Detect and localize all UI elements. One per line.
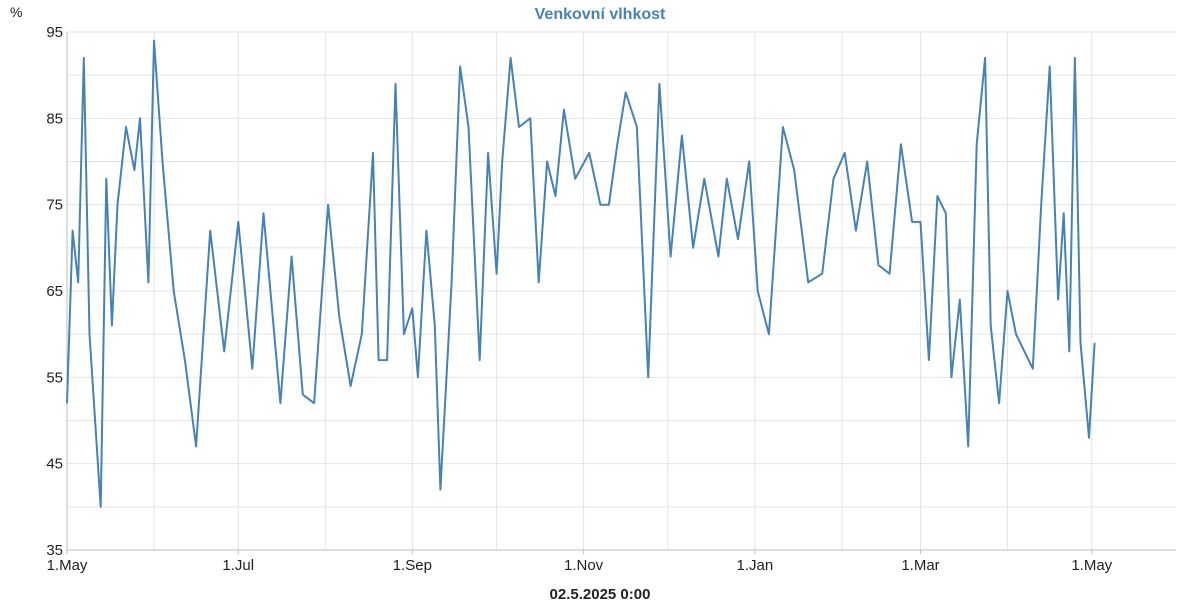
y-axis-unit-label: % [10,4,22,20]
y-tick-label: 45 [46,456,63,473]
y-tick-label: 75 [46,197,63,214]
series-layer [66,39,1096,508]
axes [66,32,1176,554]
x-tick-label: 1.Sep [393,557,432,574]
series-line [66,39,1096,508]
x-tick-labels: 1.May 1.Jul 1.Sep 1.Nov 1.Jan 1.Mar 1.May [47,557,1113,574]
y-tick-labels: 35 45 55 65 75 85 95 [46,24,63,559]
x-tick-label: 1.Jul [222,557,254,574]
y-tick-label: 35 [46,542,63,559]
y-tick-label: 85 [46,110,63,127]
grid-lines [67,31,1176,550]
x-axis-footer-label: 02.5.2025 0:00 [550,586,651,600]
y-tick-label: 65 [46,283,63,300]
x-tick-label: 1.Jan [737,557,774,574]
chart-title: Venkovní vlhkost [535,6,666,23]
y-tick-label: 95 [46,24,63,41]
x-tick-label: 1.May [1071,557,1112,574]
x-tick-label: 1.May [47,557,88,574]
x-tick-label: 1.Nov [564,557,604,574]
x-tick-label: 1.Mar [901,557,939,574]
y-tick-label: 55 [46,369,63,386]
